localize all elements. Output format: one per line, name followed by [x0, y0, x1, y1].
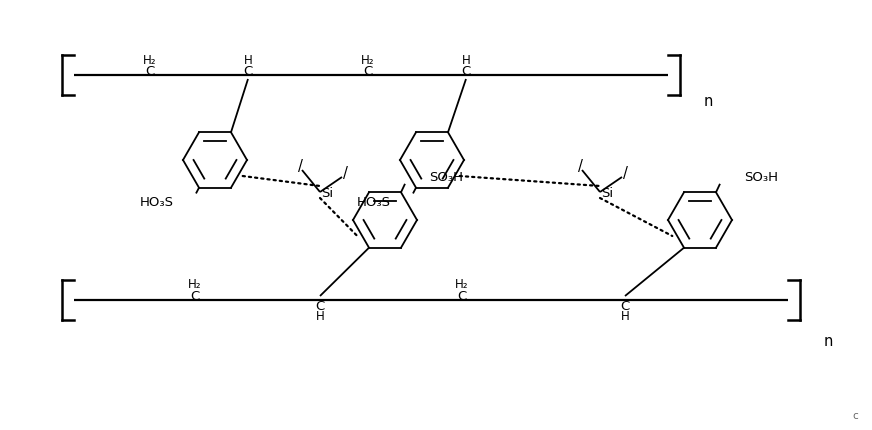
Text: C: C — [364, 64, 372, 77]
Text: /: / — [577, 158, 582, 173]
Text: n: n — [704, 93, 712, 108]
Text: Si: Si — [321, 186, 333, 199]
Text: H₂: H₂ — [188, 278, 201, 291]
Text: /: / — [297, 158, 303, 173]
Text: H₂: H₂ — [455, 278, 469, 291]
Text: H₂: H₂ — [361, 53, 375, 66]
Text: SO₃H: SO₃H — [429, 171, 463, 184]
Text: H₂: H₂ — [143, 53, 157, 66]
Text: H: H — [621, 310, 630, 323]
Text: C: C — [620, 299, 630, 312]
Text: HO₃S: HO₃S — [357, 196, 391, 209]
Text: C: C — [461, 64, 471, 77]
Text: c: c — [852, 410, 858, 420]
Text: H: H — [243, 53, 252, 66]
Text: C: C — [146, 64, 154, 77]
Text: C: C — [458, 289, 467, 302]
Text: n: n — [823, 333, 833, 348]
Text: /: / — [343, 165, 347, 180]
Text: HO₃S: HO₃S — [140, 196, 174, 209]
Text: SO₃H: SO₃H — [744, 171, 778, 184]
Text: H: H — [316, 310, 324, 323]
Text: C: C — [190, 289, 200, 302]
Text: /: / — [623, 165, 628, 180]
Text: C: C — [316, 299, 324, 312]
Text: C: C — [243, 64, 253, 77]
Text: H: H — [461, 53, 470, 66]
Text: Si: Si — [601, 186, 613, 199]
